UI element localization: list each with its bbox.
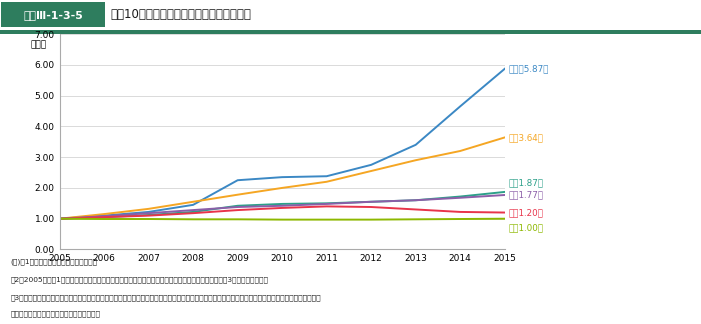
Text: 図表Ⅲ-1-3-5: 図表Ⅲ-1-3-5 [23,10,83,20]
Text: (注)　1　各国発表の国防費をもとに作成: (注) 1 各国発表の国防費をもとに作成 [11,259,97,265]
Text: 3　各国の国防費については、その定義・内訳が必ずしも明らかでない場合があり、また、各国の為替レートの変動や物価水準などの諸要素を勘案する: 3 各国の国防費については、その定義・内訳が必ずしも明らかでない場合があり、また… [11,294,321,301]
FancyBboxPatch shape [1,2,105,28]
Text: 米国1.20倍: 米国1.20倍 [508,208,543,217]
FancyBboxPatch shape [0,30,701,34]
Text: 中国3.64倍: 中国3.64倍 [508,133,543,142]
Text: 2　2005年度を1とし、各年の国防費との比率を単純計算した場合の数値（倍）である。（小数点第3位を四捨五入）。: 2 2005年度を1とし、各年の国防費との比率を単純計算した場合の数値（倍）であ… [11,276,268,283]
Text: ロシア5.87倍: ロシア5.87倍 [508,64,549,73]
Text: 最近10年間における周辺国の国防費の変化: 最近10年間における周辺国の国防費の変化 [111,8,252,21]
Text: 日本1.00倍: 日本1.00倍 [508,223,543,232]
Text: と、その比較には自ずと限界がある。: と、その比較には自ずと限界がある。 [11,311,100,317]
Text: 韓国1.77倍: 韓国1.77倍 [508,191,543,200]
Text: 豪州1.87倍: 豪州1.87倍 [508,178,543,187]
Text: （倍）: （倍） [31,40,47,50]
